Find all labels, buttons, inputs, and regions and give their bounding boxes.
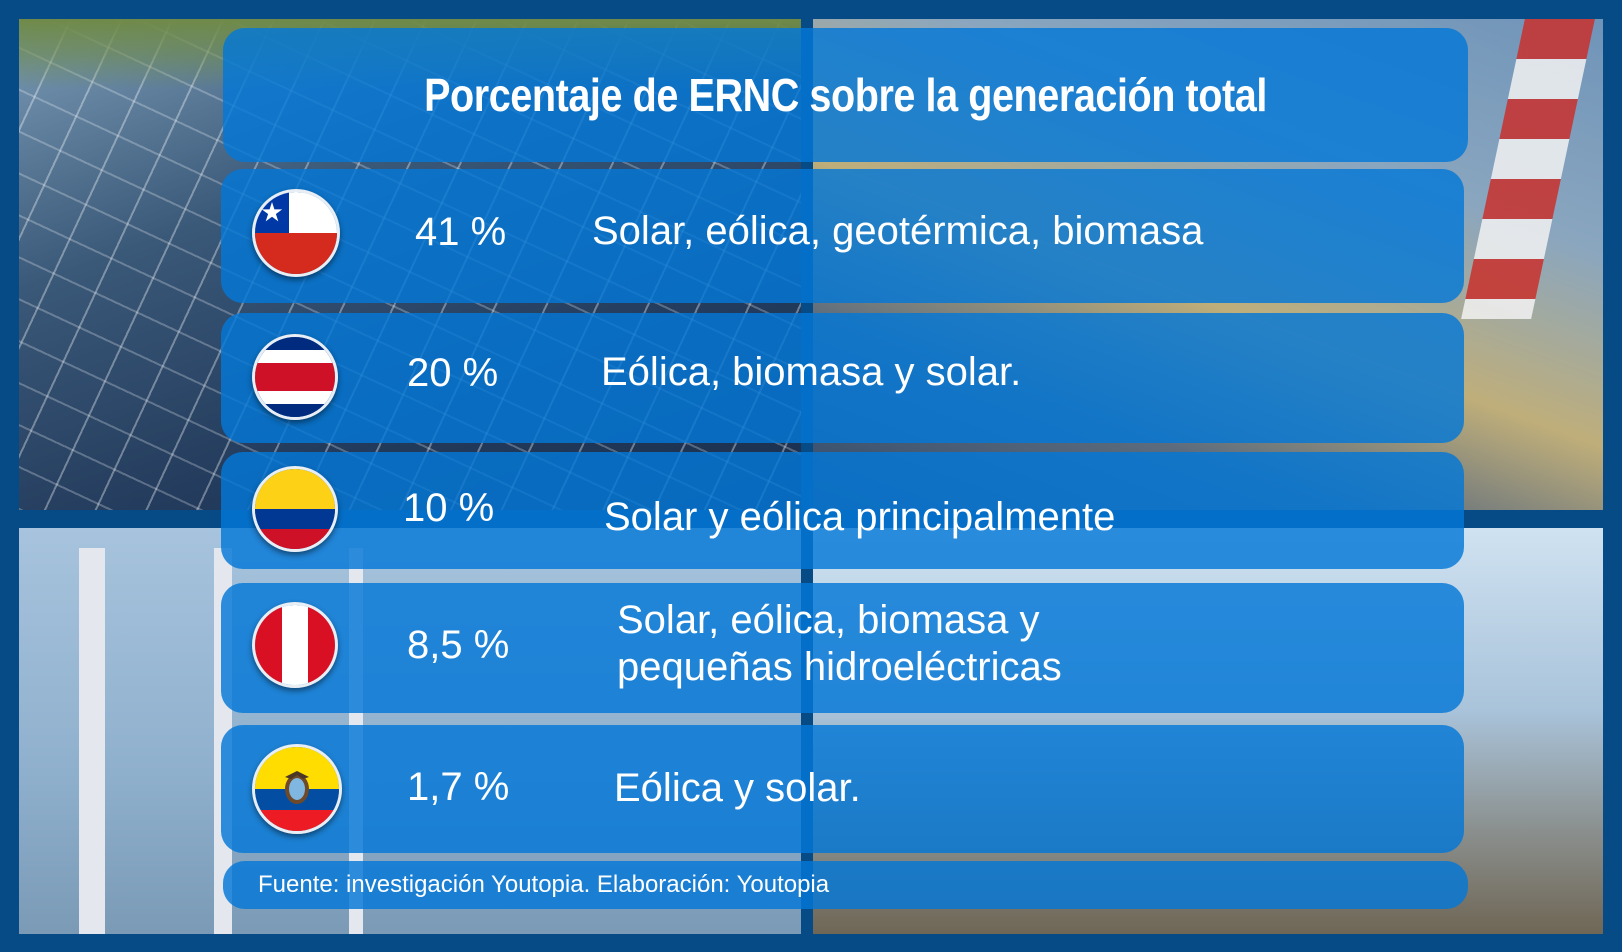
percent-value: 41 % xyxy=(415,210,507,254)
chile-flag-icon xyxy=(252,189,340,277)
percent-value: 20 % xyxy=(407,351,499,395)
country-row-costa-rica: 20 % Eólica, biomasa y solar. xyxy=(221,313,1464,443)
ecuador-flag-icon xyxy=(252,744,342,834)
country-row-peru: 8,5 % Solar, eólica, biomasa y pequeñas … xyxy=(221,583,1464,713)
percent-value: 8,5 % xyxy=(407,623,510,667)
title-panel: Porcentaje de ERNC sobre la generación t… xyxy=(223,28,1468,162)
energy-sources-text: Eólica, biomasa y solar. xyxy=(601,350,1022,394)
costa-rica-flag-icon xyxy=(252,334,338,420)
energy-sources-text: Solar, eólica, geotérmica, biomasa xyxy=(592,209,1204,253)
source-note: Fuente: investigación Youtopia. Elaborac… xyxy=(258,871,830,898)
energy-sources-text: Solar, eólica, biomasa y xyxy=(617,598,1040,642)
country-row-ecuador: 1,7 % Eólica y solar. xyxy=(221,725,1464,853)
percent-value: 10 % xyxy=(403,486,495,530)
country-row-colombia: 10 % Solar y eólica principalmente xyxy=(221,452,1464,569)
source-panel: Fuente: investigación Youtopia. Elaborac… xyxy=(223,861,1468,909)
page-title: Porcentaje de ERNC sobre la generación t… xyxy=(424,69,1267,121)
energy-sources-text: pequeñas hidroeléctricas xyxy=(617,645,1062,689)
colombia-flag-icon xyxy=(252,466,338,552)
energy-sources-text: Solar y eólica principalmente xyxy=(604,495,1116,539)
energy-sources-text: Eólica y solar. xyxy=(614,766,861,810)
percent-value: 1,7 % xyxy=(407,765,510,809)
peru-flag-icon xyxy=(252,602,338,688)
country-row-chile: 41 % Solar, eólica, geotérmica, biomasa xyxy=(221,169,1464,303)
